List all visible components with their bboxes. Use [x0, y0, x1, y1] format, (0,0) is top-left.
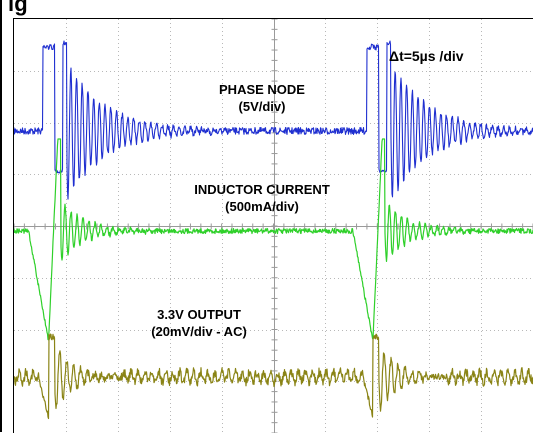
channel-scale-output: (20mV/div - AC): [151, 324, 247, 339]
channel-scale-inductor-current: (500mA/div): [225, 199, 299, 214]
channel-name-phase-node: PHASE NODE: [219, 82, 305, 97]
oscilloscope-screen: Δt=5µs /div PHASE NODE (5V/div) INDUCTOR…: [13, 18, 533, 433]
scope-plot: Δt=5µs /div PHASE NODE (5V/div) INDUCTOR…: [14, 19, 533, 433]
grid: [14, 19, 533, 433]
trace-inductor-current: [14, 138, 533, 341]
trace-3v3-output: [14, 333, 533, 420]
left-border: [0, 0, 2, 432]
timebase-label: Δt=5µs /div: [389, 48, 464, 64]
traces: [14, 40, 533, 420]
channel-scale-phase-node: (5V/div): [239, 99, 286, 114]
channel-name-output: 3.3V OUTPUT: [157, 307, 241, 322]
trace-phase-node: [14, 40, 533, 200]
labels: Δt=5µs /div PHASE NODE (5V/div) INDUCTOR…: [151, 48, 464, 339]
page-title-fragment: ig: [8, 0, 28, 16]
channel-name-inductor-current: INDUCTOR CURRENT: [194, 182, 330, 197]
